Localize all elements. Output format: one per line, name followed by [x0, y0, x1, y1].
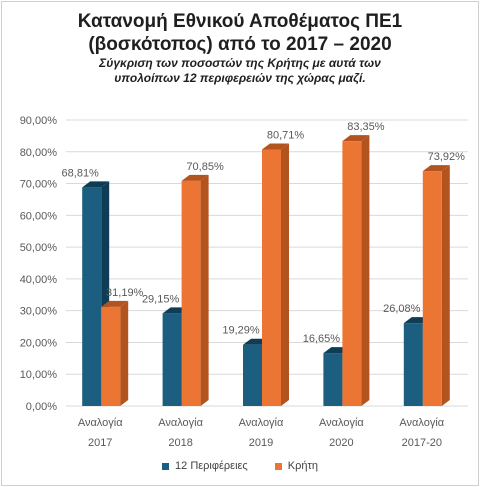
- data-label: 68,81%: [62, 167, 100, 179]
- chart-subtitle-line2: υπολοίπων 12 περιφερειών της χώρας μαζί.: [114, 71, 366, 85]
- x-tick-label: 2018: [168, 437, 192, 449]
- y-tick-label: 50,00%: [20, 242, 58, 254]
- x-tick-label: Αναλογία: [319, 417, 364, 429]
- data-label: 70,85%: [186, 161, 224, 173]
- chart-legend: 12 Περιφέρειες Κρήτη: [2, 460, 478, 473]
- legend-item-crete: Κρήτη: [274, 460, 318, 472]
- bar-top-crete: [101, 300, 129, 307]
- data-label: 73,92%: [428, 151, 466, 163]
- bar-side-crete: [361, 135, 370, 407]
- bar-side-crete: [120, 300, 129, 406]
- x-tick-label: 2019: [249, 437, 273, 449]
- legend-swatch-crete: [274, 462, 282, 470]
- data-label: 29,15%: [142, 293, 180, 305]
- x-tick-label: Αναλογία: [399, 417, 444, 429]
- bar-crete: [422, 171, 442, 406]
- y-tick-label: 20,00%: [20, 337, 58, 349]
- data-label: 19,29%: [222, 325, 260, 337]
- x-tick-label: 2020: [329, 437, 353, 449]
- y-tick-label: 60,00%: [20, 210, 58, 222]
- bar-side-crete: [281, 143, 289, 407]
- y-tick-label: 0,00%: [26, 401, 57, 413]
- legend-item-12-regions: 12 Περιφέρειες: [162, 460, 248, 472]
- data-label: 83,35%: [347, 121, 385, 133]
- bar-crete: [342, 141, 362, 407]
- bar-12-regions: [82, 187, 102, 406]
- y-tick-label: 90,00%: [20, 115, 58, 127]
- bar-crete: [262, 149, 281, 407]
- bar-12-regions: [323, 353, 343, 406]
- bar-12-regions: [403, 323, 423, 406]
- bar-top-crete: [181, 174, 209, 181]
- bar-12-regions: [162, 313, 182, 406]
- x-tick-label: Αναλογία: [78, 417, 123, 429]
- data-label: 26,08%: [383, 303, 421, 315]
- bar-12-regions: [243, 344, 262, 406]
- x-tick-label: 2017-20: [402, 437, 442, 449]
- data-label: 16,65%: [303, 333, 341, 345]
- chart-subtitle: Σύγκριση των ποσοστών της Κρήτης με αυτά…: [2, 56, 478, 86]
- x-tick-label: Αναλογία: [158, 417, 203, 429]
- chart-title: Κατανομή Εθνικού Αποθέματος ΠΕ1 (βοσκότο…: [2, 10, 478, 56]
- bar-crete: [181, 180, 201, 406]
- legend-label-crete: Κρήτη: [287, 460, 318, 472]
- y-tick-label: 70,00%: [20, 179, 58, 191]
- y-tick-label: 30,00%: [20, 306, 58, 318]
- bar-crete: [101, 306, 121, 406]
- y-tick-label: 40,00%: [20, 274, 58, 286]
- chart-title-line1: Κατανομή Εθνικού Αποθέματος ΠΕ1: [77, 11, 403, 32]
- x-tick-label: Αναλογία: [239, 417, 284, 429]
- bar-top-12-regions: [82, 181, 110, 188]
- legend-label-12-regions: 12 Περιφέρειες: [175, 460, 248, 472]
- bar-side-crete: [441, 165, 450, 406]
- chart-title-line2: (βοσκότοπος) από το 2017 – 2020: [88, 34, 392, 55]
- data-label: 80,71%: [267, 130, 305, 142]
- data-label: 31,19%: [106, 287, 144, 299]
- bar-side-crete: [200, 174, 209, 406]
- chart-subtitle-line1: Σύγκριση των ποσοστών της Κρήτης με αυτά…: [99, 56, 381, 70]
- bar-top-crete: [422, 165, 450, 172]
- bar-top-crete: [342, 135, 370, 142]
- x-tick-label: 2017: [88, 437, 112, 449]
- legend-swatch-12-regions: [162, 462, 170, 470]
- bar-top-crete: [262, 143, 289, 150]
- y-tick-label: 10,00%: [20, 369, 58, 381]
- y-tick-label: 80,00%: [20, 147, 58, 159]
